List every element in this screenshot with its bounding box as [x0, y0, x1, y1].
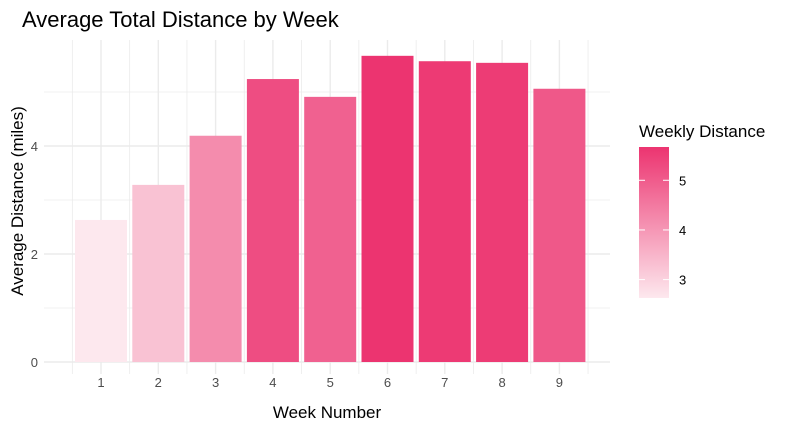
x-tick-label: 4 — [269, 375, 276, 390]
legend-tick-label: 3 — [679, 273, 686, 288]
y-tick-label: 0 — [31, 355, 38, 370]
y-axis-ticks: 0 2 4 — [31, 139, 38, 370]
x-tick-label: 8 — [498, 375, 505, 390]
y-tick-label: 2 — [31, 247, 38, 262]
bar-week-7 — [418, 61, 471, 362]
chart-title: Average Total Distance by Week — [22, 7, 340, 32]
x-tick-label: 9 — [556, 375, 563, 390]
x-tick-label: 2 — [155, 375, 162, 390]
bar-week-4 — [246, 79, 299, 362]
bars — [75, 55, 586, 363]
x-axis-ticks: 1 2 3 4 5 6 7 8 9 — [97, 375, 563, 390]
legend-title: Weekly Distance — [639, 122, 765, 141]
bar-week-3 — [189, 135, 242, 362]
legend-tick-label: 5 — [679, 173, 686, 188]
legend-tick-label: 4 — [679, 223, 686, 238]
bar-week-1 — [75, 219, 127, 362]
x-axis-title: Week Number — [273, 403, 382, 422]
y-axis-title: Average Distance (miles) — [8, 106, 27, 296]
x-tick-label: 6 — [384, 375, 391, 390]
bar-week-9 — [533, 88, 586, 362]
legend: Weekly Distance 3 4 5 — [639, 122, 765, 298]
x-tick-label: 5 — [327, 375, 334, 390]
x-tick-label: 7 — [441, 375, 448, 390]
y-tick-label: 4 — [31, 139, 38, 154]
legend-ticks: 3 4 5 — [639, 173, 686, 288]
bar-week-6 — [361, 55, 414, 362]
bar-week-8 — [476, 62, 529, 363]
x-tick-label: 1 — [97, 375, 104, 390]
bar-week-2 — [132, 184, 185, 362]
x-tick-label: 3 — [212, 375, 219, 390]
bar-week-5 — [304, 96, 357, 363]
legend-colorbar — [639, 147, 669, 298]
